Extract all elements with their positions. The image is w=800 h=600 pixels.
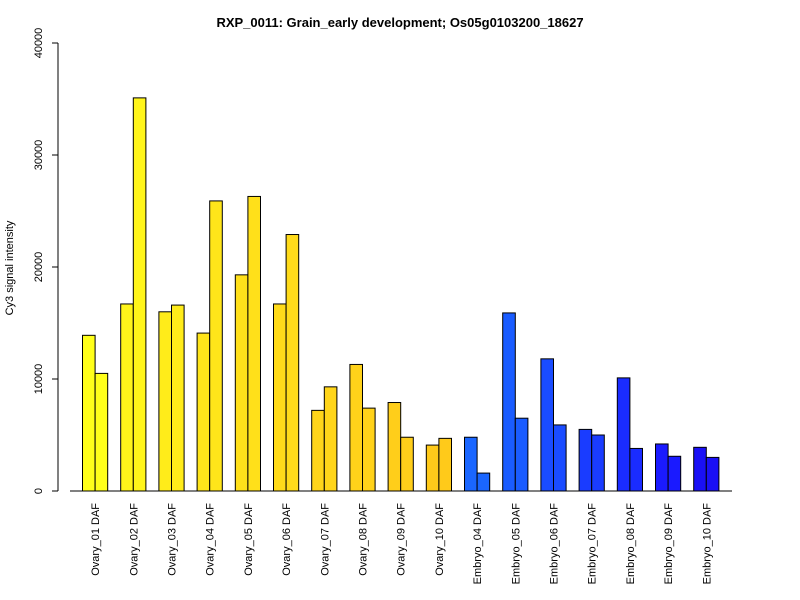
x-tick-label: Embryo_05 DAF bbox=[510, 503, 522, 585]
bar bbox=[438, 437, 452, 492]
bar bbox=[387, 402, 402, 492]
bar bbox=[323, 386, 338, 492]
bar bbox=[616, 377, 631, 492]
bar bbox=[285, 234, 300, 492]
bar bbox=[132, 97, 147, 492]
x-tick-label: Ovary_10 DAF bbox=[434, 503, 446, 576]
bar bbox=[476, 472, 491, 492]
y-tick-label: 30000 bbox=[33, 140, 45, 171]
bars bbox=[82, 97, 720, 492]
y-tick-label: 20000 bbox=[33, 252, 45, 283]
bar bbox=[578, 428, 593, 492]
y-axis-label: Cy3 signal intensity bbox=[4, 220, 16, 315]
bar bbox=[464, 436, 478, 492]
x-tick-label: Ovary_09 DAF bbox=[396, 503, 408, 576]
bar bbox=[362, 407, 376, 492]
bar bbox=[425, 444, 440, 492]
bar bbox=[667, 455, 682, 492]
x-tick-label: Embryo_07 DAF bbox=[587, 503, 599, 585]
x-tick-label: Ovary_07 DAF bbox=[319, 503, 331, 576]
bar bbox=[171, 304, 185, 492]
x-tick-label: Ovary_05 DAF bbox=[243, 503, 255, 576]
bar bbox=[400, 436, 414, 492]
x-tick-label: Embryo_08 DAF bbox=[625, 503, 637, 585]
bar bbox=[247, 195, 261, 492]
x-tick-label: Ovary_02 DAF bbox=[128, 503, 140, 576]
x-tick-label: Embryo_04 DAF bbox=[472, 503, 484, 585]
x-axis: Ovary_01 DAF Ovary_02 DAF Ovary_03 DAF Ovar… bbox=[70, 490, 732, 585]
bar bbox=[693, 446, 707, 492]
x-tick-label: Ovary_01 DAF bbox=[90, 503, 102, 576]
bar bbox=[158, 311, 172, 492]
x-tick-label: Ovary_08 DAF bbox=[358, 503, 370, 576]
x-tick-label: Embryo_09 DAF bbox=[663, 503, 675, 585]
bar bbox=[540, 358, 555, 492]
bar bbox=[655, 443, 669, 492]
y-tick-label: 0 bbox=[33, 488, 45, 494]
bar bbox=[591, 434, 605, 492]
bar bbox=[349, 363, 363, 492]
bar bbox=[514, 417, 529, 492]
x-tick-label: Embryo_10 DAF bbox=[701, 503, 713, 585]
y-tick-label: 40000 bbox=[33, 28, 45, 59]
y-axis: 0 10000 20000 30000 40000 bbox=[33, 28, 59, 494]
x-tick-label: Embryo_06 DAF bbox=[549, 503, 561, 585]
bar bbox=[705, 456, 720, 492]
bar bbox=[209, 200, 223, 492]
bar bbox=[311, 409, 325, 492]
bar bbox=[234, 274, 249, 492]
bar bbox=[502, 312, 516, 492]
bar bbox=[273, 303, 287, 492]
bar bbox=[553, 424, 567, 492]
bar bbox=[196, 332, 211, 492]
x-tick-label: Ovary_04 DAF bbox=[205, 503, 217, 576]
x-tick-label: Ovary_03 DAF bbox=[167, 503, 179, 576]
y-tick-label: 10000 bbox=[33, 364, 45, 395]
bar bbox=[629, 447, 644, 492]
x-tick-label: Ovary_06 DAF bbox=[281, 503, 293, 576]
chart-title: RXP_0011: Grain_early development; Os05g… bbox=[216, 15, 583, 30]
bar bbox=[82, 334, 96, 492]
bar bbox=[94, 372, 109, 492]
bar bbox=[120, 303, 134, 492]
